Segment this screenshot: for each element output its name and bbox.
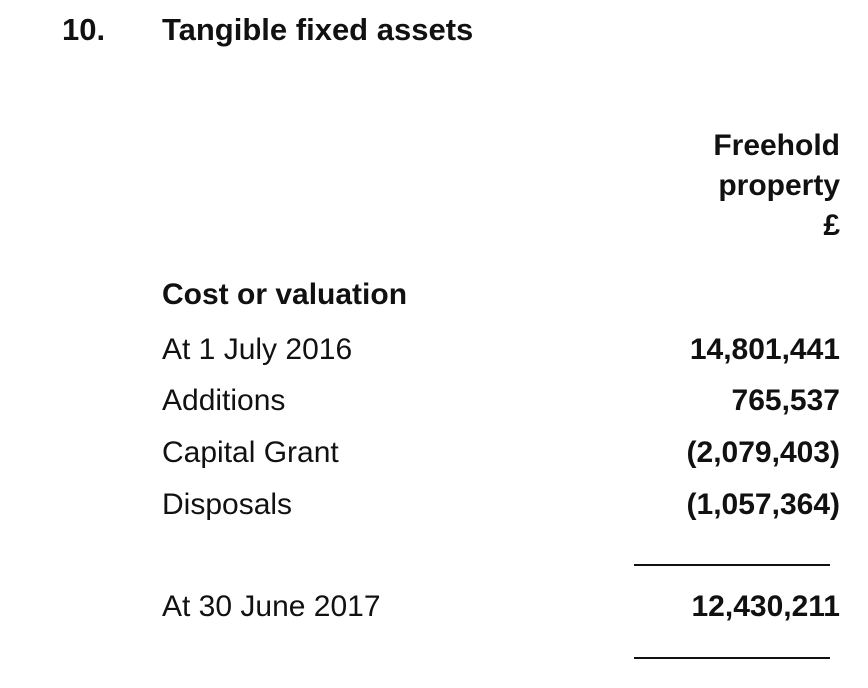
row-value-disposals: (1,057,364) xyxy=(686,488,840,521)
section-heading: Cost or valuation xyxy=(162,278,408,311)
total-label: At 30 June 2017 xyxy=(162,590,381,623)
note-title: Tangible fixed assets xyxy=(162,12,474,47)
subtotal-rule xyxy=(634,564,830,566)
row-value-additions: 765,537 xyxy=(731,384,840,417)
total-rule xyxy=(634,657,830,659)
row-label-disposals: Disposals xyxy=(162,488,293,521)
row-label-opening: At 1 July 2016 xyxy=(162,333,353,366)
column-header-line-2: property xyxy=(718,169,840,202)
column-header-line-1: Freehold xyxy=(713,129,840,162)
column-header-currency: £ xyxy=(823,209,840,242)
row-value-opening: 14,801,441 xyxy=(689,333,840,366)
row-label-additions: Additions xyxy=(162,384,286,417)
total-value: 12,430,211 xyxy=(691,590,841,623)
column-header-freehold-property: Freehold property £ xyxy=(713,126,840,246)
row-value-capital-grant: (2,079,403) xyxy=(686,436,840,469)
row-label-capital-grant: Capital Grant xyxy=(162,436,339,469)
note-number: 10. xyxy=(62,12,106,47)
